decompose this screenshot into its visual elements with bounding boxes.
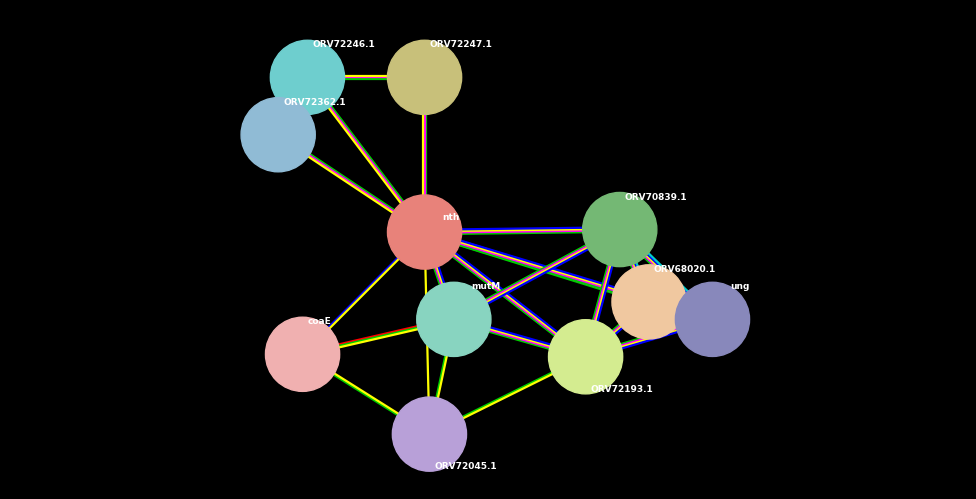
- Ellipse shape: [583, 193, 657, 266]
- Ellipse shape: [675, 282, 750, 356]
- Text: ORV72362.1: ORV72362.1: [283, 98, 346, 107]
- Ellipse shape: [392, 397, 467, 471]
- Ellipse shape: [417, 282, 491, 356]
- Ellipse shape: [270, 40, 345, 114]
- Text: ORV72045.1: ORV72045.1: [434, 462, 497, 471]
- Text: ORV72246.1: ORV72246.1: [312, 40, 375, 49]
- Text: ung: ung: [730, 282, 750, 291]
- Text: mutM: mutM: [471, 282, 501, 291]
- Ellipse shape: [612, 265, 686, 339]
- Ellipse shape: [387, 195, 462, 269]
- Text: ORV72193.1: ORV72193.1: [590, 385, 653, 394]
- Text: ORV72247.1: ORV72247.1: [429, 40, 492, 49]
- Ellipse shape: [265, 317, 340, 391]
- Text: ORV70839.1: ORV70839.1: [625, 193, 687, 202]
- Text: nth: nth: [442, 213, 460, 222]
- Text: coaE: coaE: [307, 317, 331, 326]
- Ellipse shape: [549, 320, 623, 394]
- Text: ORV68020.1: ORV68020.1: [654, 265, 716, 274]
- Ellipse shape: [387, 40, 462, 114]
- Ellipse shape: [241, 98, 315, 172]
